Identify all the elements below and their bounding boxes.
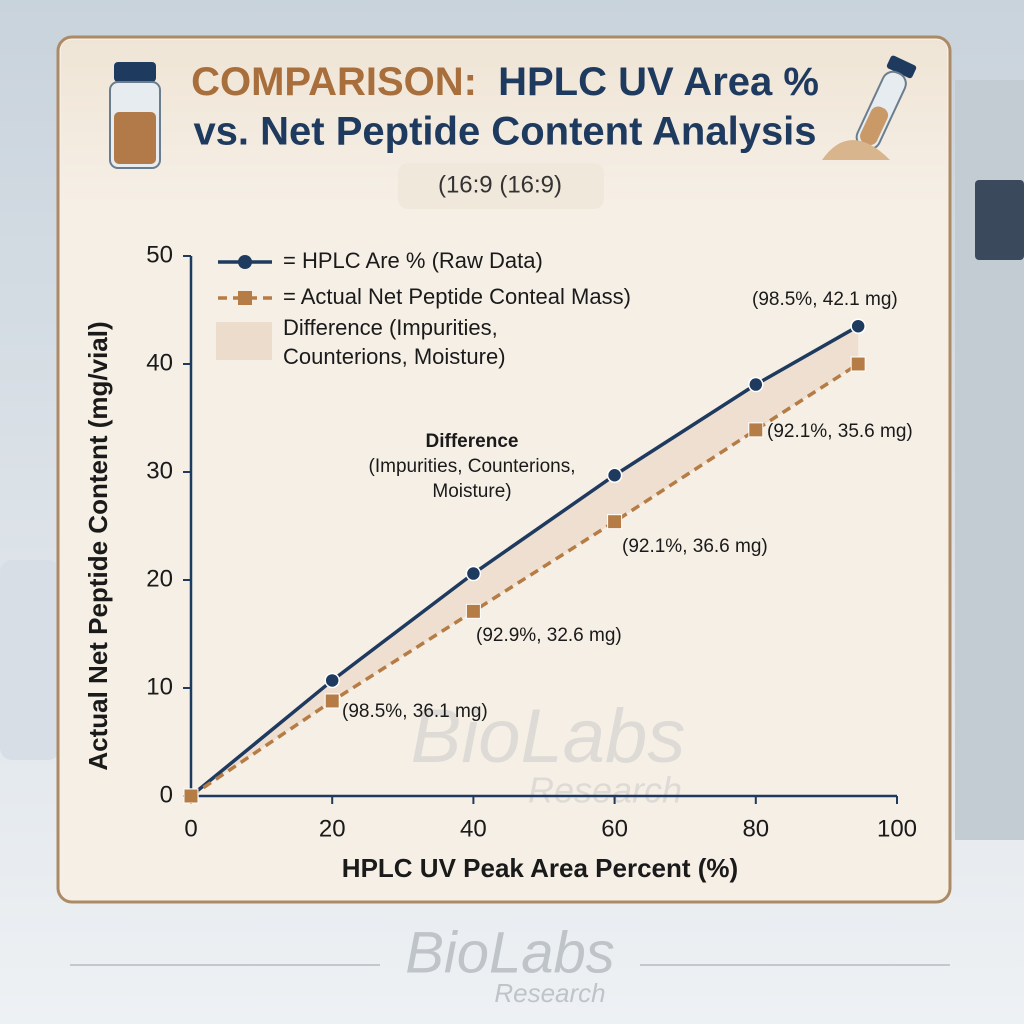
data-point <box>465 603 481 619</box>
panel <box>56 35 952 904</box>
legend-label: = Actual Net Peptide Conteal Mass) <box>283 284 631 309</box>
data-point <box>324 672 340 689</box>
footer-logo-sub: Research <box>494 978 605 1008</box>
subtitle-tab <box>398 163 604 209</box>
watermark-sub: Research <box>528 770 682 811</box>
y-tick-label: 0 <box>160 781 173 808</box>
data-point <box>324 693 340 709</box>
y-tick-label: 40 <box>146 349 173 376</box>
x-tick-label: 100 <box>877 815 917 842</box>
legend-marker <box>238 291 252 305</box>
x-tick-label: 60 <box>601 815 628 842</box>
legend-label: = HPLC Are % (Raw Data) <box>283 248 543 273</box>
data-point <box>606 467 623 483</box>
series-line <box>190 362 860 798</box>
annotation: Moisture) <box>432 481 511 502</box>
chart-title: COMPARISON: HPLC UV Area % <box>191 60 819 104</box>
data-point <box>850 318 866 334</box>
legend-label: Counterions, Moisture) <box>283 344 506 369</box>
point-annotation: (92.1%, 35.6 mg) <box>767 421 913 442</box>
legend-marker <box>238 255 252 269</box>
data-point <box>748 376 764 393</box>
x-tick-label: 80 <box>742 815 769 842</box>
data-point <box>850 356 866 372</box>
difference-area <box>191 326 859 796</box>
annotation-title: Difference <box>426 431 519 452</box>
y-axis-title: Actual Net Peptide Content (mg/vial) <box>83 321 113 770</box>
point-annotation: (98.5%, 36.1 mg) <box>342 701 488 722</box>
title-highlight: COMPARISON: <box>191 60 477 104</box>
panel-header <box>61 40 947 205</box>
y-tick-label: 30 <box>146 457 173 484</box>
chart-title: vs. Net Peptide Content Analysis <box>193 110 816 154</box>
series-line <box>189 324 860 798</box>
y-tick-label: 50 <box>146 241 173 268</box>
x-tick-label: 0 <box>184 815 197 842</box>
legend-label: Difference (Impurities, <box>283 315 498 340</box>
data-point <box>748 422 764 438</box>
watermark: BioLabs <box>411 694 686 779</box>
vial-icon <box>109 62 161 169</box>
data-point <box>607 514 623 530</box>
footer-logo: BioLabs <box>405 920 615 985</box>
title-line: HPLC UV Area % <box>498 60 819 104</box>
point-annotation: (92.1%, 36.6 mg) <box>622 536 768 557</box>
bg-screen <box>975 180 1024 260</box>
point-annotation: (92.9%, 32.6 mg) <box>476 625 622 646</box>
chart-subtitle: (16:9 (16:9) <box>438 171 562 198</box>
legend-swatch <box>216 322 272 360</box>
annotation: (Impurities, Counterions, <box>369 456 576 477</box>
data-point <box>465 565 482 582</box>
bg-bottle <box>0 560 60 760</box>
x-tick-label: 40 <box>460 815 487 842</box>
powder-icon <box>822 140 890 160</box>
x-tick-label: 20 <box>319 815 346 842</box>
tube-icon <box>855 55 917 151</box>
y-tick-label: 20 <box>146 565 173 592</box>
data-point <box>183 788 199 804</box>
point-annotation: (98.5%, 42.1 mg) <box>752 289 898 310</box>
x-axis-title: HPLC UV Peak Area Percent (%) <box>342 853 738 883</box>
y-tick-label: 10 <box>146 673 173 700</box>
